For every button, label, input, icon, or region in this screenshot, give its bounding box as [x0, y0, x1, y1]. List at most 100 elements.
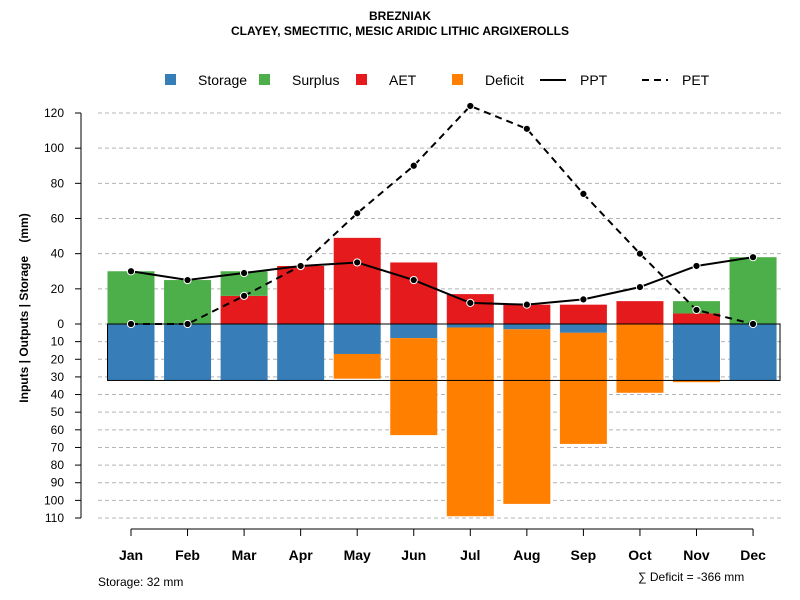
pet-point: [353, 209, 362, 218]
storage-bar: [333, 324, 381, 354]
pet-line: [131, 104, 754, 325]
pet-point: [409, 161, 418, 170]
storage-bar: [559, 324, 607, 333]
pet-point: [126, 319, 136, 329]
ppt-point: [692, 261, 701, 271]
y-tick-label: 60: [51, 212, 65, 226]
pet-point: [240, 291, 249, 300]
storage-annotation: Storage: 32 mm: [98, 575, 184, 589]
pet-point: [183, 319, 192, 329]
storage-bar: [729, 324, 777, 381]
storage-bar: [390, 324, 438, 339]
storage-bar: [503, 324, 551, 330]
deficit-bar: [446, 327, 494, 517]
storage-bar: [673, 324, 720, 381]
y-tick-label: 120: [44, 106, 64, 120]
y-tick-label: 40: [51, 388, 65, 402]
chart-subtitle: CLAYEY, SMECTITIC, MESIC ARIDIC LITHIC A…: [230, 24, 570, 38]
deficit-bar: [333, 353, 381, 379]
storage-bar: [164, 324, 212, 381]
axes-group: 0 20 40 60 80 100 120 10 20 30 40 50 60 70 80 90 100 110 J…: [17, 106, 766, 563]
x-tick-label: Jan: [119, 547, 143, 563]
x-tick-label: Sep: [571, 547, 597, 563]
x-tick-label: Mar: [232, 547, 257, 563]
storage-capacity-box: [107, 323, 781, 381]
deficit-bar: [616, 324, 664, 393]
ppt-line: [130, 256, 754, 306]
legend-swatch: [165, 74, 176, 85]
x-tick-label: Nov: [683, 547, 710, 563]
deficit-bar: [503, 329, 551, 504]
y-tick-label: 10: [51, 335, 65, 349]
pet-point: [692, 305, 701, 315]
legend-label: PET: [682, 72, 710, 88]
y-tick-label: 100: [44, 493, 64, 507]
lines-group: [126, 101, 758, 329]
pet-point: [635, 249, 645, 258]
y-tick-label: 20: [51, 282, 65, 296]
ppt-point: [240, 268, 249, 278]
y-tick-label: 30: [51, 370, 65, 384]
x-tick-label: Oct: [628, 547, 652, 563]
y-tick-label: 100: [44, 141, 64, 155]
surplus-bar: [107, 271, 155, 324]
legend-swatch: [452, 74, 463, 85]
aet-bar: [333, 237, 381, 324]
ppt-point: [635, 282, 645, 292]
x-tick-label: Dec: [740, 547, 766, 563]
grid-lines: [98, 112, 784, 519]
aet-bar: [616, 301, 664, 324]
legend-label: PPT: [580, 72, 608, 88]
legend-label: Deficit: [485, 72, 524, 88]
aet-bar: [446, 294, 494, 324]
deficit-bar: [559, 332, 607, 444]
y-tick-label: 80: [51, 176, 65, 190]
deficit-bar: [390, 338, 438, 436]
ppt-point: [126, 267, 136, 276]
y-tick-label: 110: [45, 511, 64, 525]
legend: Storage Surplus AET Deficit PPT PET: [165, 72, 710, 88]
legend-swatch: [356, 74, 367, 85]
y-tick-label: 90: [51, 476, 65, 490]
y-tick-label: 80: [51, 458, 65, 472]
ppt-point: [522, 300, 531, 309]
surplus-bar: [164, 280, 212, 324]
x-tick-label: Aug: [513, 547, 540, 563]
storage-bar: [446, 324, 494, 328]
ppt-point: [579, 295, 588, 304]
storage-bar: [107, 324, 155, 381]
legend-label: Storage: [198, 72, 247, 88]
storage-bar: [220, 324, 268, 381]
y-axis-label: Inputs | Outputs | Storage (mm): [17, 213, 31, 402]
pet-point: [466, 101, 475, 111]
deficit-bar: [673, 380, 720, 383]
x-tick-label: Jul: [460, 547, 480, 563]
storage-bar: [277, 324, 325, 381]
ppt-point: [466, 298, 475, 307]
aet-bar: [503, 304, 551, 324]
y-tick-label: 0: [57, 317, 64, 331]
deficit-annotation: ∑ Deficit = -366 mm: [638, 570, 745, 584]
pet-point: [522, 124, 531, 133]
ppt-point: [748, 253, 758, 262]
legend-label: Surplus: [292, 72, 339, 88]
ppt-point: [353, 258, 362, 267]
ppt-point: [183, 275, 192, 285]
ppt-point: [409, 275, 418, 285]
legend-label: AET: [389, 72, 417, 88]
aet-bar: [220, 295, 268, 324]
y-tick-label: 20: [51, 352, 65, 366]
aet-bar: [277, 265, 325, 324]
chart-title: BREZNIAK: [369, 9, 431, 23]
x-tick-label: Apr: [289, 547, 314, 563]
surplus-bar: [729, 257, 777, 324]
x-tick-label: Feb: [175, 547, 200, 563]
ppt-point: [296, 261, 305, 271]
pet-point: [579, 189, 588, 198]
pet-point: [748, 319, 758, 329]
aet-bar: [559, 304, 607, 324]
legend-swatch: [259, 74, 270, 85]
aet-bar: [673, 313, 720, 324]
x-tick-label: May: [344, 547, 371, 563]
